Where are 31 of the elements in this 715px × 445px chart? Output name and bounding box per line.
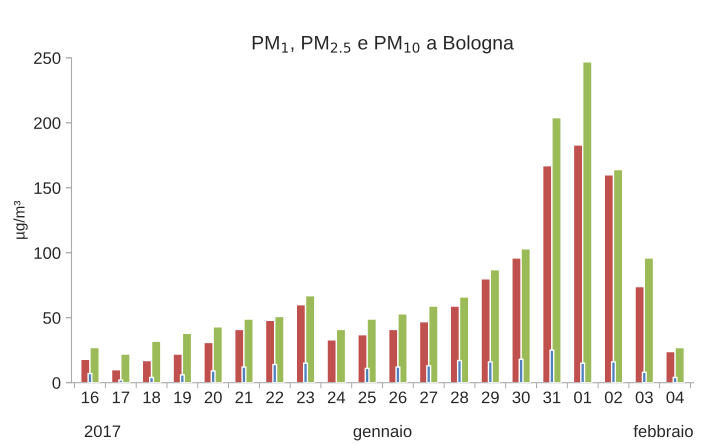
x-tick-label: 22 bbox=[266, 391, 284, 404]
x-tick-label: 20 bbox=[204, 391, 222, 404]
y-axis-title: µg/m³ bbox=[13, 200, 28, 239]
x-tick-label: 03 bbox=[636, 391, 653, 404]
x-tick-label: 17 bbox=[112, 392, 130, 404]
x-tick-label: 21 bbox=[236, 391, 252, 404]
y-tick-label: 50 bbox=[43, 312, 60, 324]
x-tick-label: 29 bbox=[482, 391, 499, 404]
text: febbraio bbox=[634, 424, 693, 438]
x-tick-label: 31 bbox=[543, 391, 560, 404]
x-tick-label: 18 bbox=[144, 391, 160, 404]
x-tick-label: 19 bbox=[174, 391, 191, 404]
x-tick-label: 02 bbox=[604, 391, 622, 404]
x-tick-label: 28 bbox=[451, 391, 468, 404]
x-tick-label: 01 bbox=[574, 391, 592, 404]
x-tick-label: 04 bbox=[666, 391, 684, 404]
y-tick-label: 250 bbox=[34, 52, 60, 64]
x-tick-label: 23 bbox=[297, 391, 314, 404]
x-tick-label: 16 bbox=[82, 391, 99, 404]
x-tick-label: 26 bbox=[389, 391, 406, 404]
x-tick-label: 27 bbox=[420, 391, 438, 404]
text: 2017 bbox=[84, 425, 120, 438]
text: gennaio bbox=[354, 424, 412, 440]
y-tick-label: 200 bbox=[34, 117, 60, 130]
y-tick-label: 100 bbox=[34, 247, 60, 259]
chart-title: PM$_{1}$, PM$_{2.5}$ e PM$_{10}$ a Bologna bbox=[252, 35, 514, 54]
x-tick-label: 30 bbox=[512, 391, 530, 404]
x-tick-label: 25 bbox=[358, 391, 376, 404]
y-tick-label: 0 bbox=[52, 377, 60, 389]
x-tick-label: 24 bbox=[328, 391, 346, 404]
y-tick-label: 150 bbox=[34, 182, 60, 194]
